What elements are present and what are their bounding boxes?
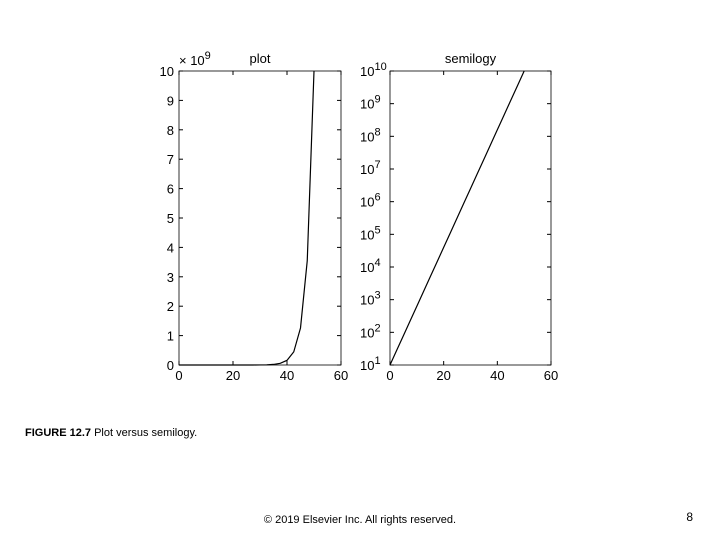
y-tick-exponent: 2: [374, 322, 380, 334]
x-tick-label: 20: [226, 368, 240, 383]
axis-multiplier: × 109: [179, 50, 211, 68]
y-tick-label: 8: [167, 123, 174, 138]
y-tick-label: 5: [167, 211, 174, 226]
y-tick-label: 4: [167, 240, 174, 255]
y-tick-base: 10: [360, 162, 374, 177]
y-tick-label: 107: [360, 159, 381, 177]
y-tick-label: 2: [167, 299, 174, 314]
y-tick-exponent: 5: [374, 224, 380, 236]
y-tick-label: 105: [360, 224, 381, 242]
y-tick-label: 102: [360, 322, 381, 340]
x-tick-label: 40: [490, 368, 504, 383]
chart-title: semilogy: [445, 51, 497, 66]
y-tick-label: 3: [167, 270, 174, 285]
caption: FIGURE 12.7 Plot versus semilogy.: [25, 427, 197, 439]
y-tick-base: 10: [360, 358, 374, 373]
y-tick-label: 7: [167, 152, 174, 167]
data-line: [389, 70, 525, 366]
y-tick-exponent: 10: [374, 61, 386, 73]
y-tick-label: 106: [360, 192, 381, 210]
y-tick-base: 10: [360, 227, 374, 242]
y-tick-label: 9: [167, 93, 174, 108]
y-tick-label: 0: [167, 358, 174, 373]
x-tick-label: 0: [386, 368, 393, 383]
x-tick-label: 0: [175, 368, 182, 383]
page-number: 8: [686, 510, 693, 524]
y-tick-exponent: 6: [374, 192, 380, 204]
x-tick-label: 60: [544, 368, 558, 383]
y-tick-label: 1: [167, 329, 174, 344]
x-tick-label: 60: [334, 368, 348, 383]
axes-box: [178, 70, 342, 366]
caption-label: FIGURE 12.7: [25, 427, 91, 439]
y-tick-exponent: 3: [374, 290, 380, 302]
caption-text: Plot versus semilogy.: [94, 427, 197, 439]
chart-title: plot: [250, 51, 271, 66]
multiplier-exponent: 9: [205, 50, 211, 62]
y-tick-label: 109: [360, 94, 381, 112]
y-tick-exponent: 7: [374, 159, 380, 171]
y-tick-label: 104: [360, 257, 381, 275]
y-tick-exponent: 9: [374, 94, 380, 106]
multiplier-base: × 10: [179, 53, 205, 68]
y-tick-base: 10: [360, 260, 374, 275]
footer: © 2019 Elsevier Inc. All rights reserved…: [264, 514, 456, 526]
y-tick-base: 10: [360, 293, 374, 308]
y-tick-base: 10: [360, 97, 374, 112]
y-tick-exponent: 4: [374, 257, 380, 269]
y-tick-base: 10: [360, 64, 374, 79]
y-tick-label: 10: [160, 64, 174, 79]
y-tick-base: 10: [360, 195, 374, 210]
y-tick-label: 101: [360, 355, 381, 373]
x-tick-label: 20: [436, 368, 450, 383]
y-tick-base: 10: [360, 325, 374, 340]
y-tick-label: 6: [167, 182, 174, 197]
y-tick-label: 103: [360, 290, 381, 308]
y-tick-label: 108: [360, 126, 381, 144]
y-tick-base: 10: [360, 129, 374, 144]
y-tick-label: 1010: [360, 61, 387, 79]
x-tick-label: 40: [280, 368, 294, 383]
y-tick-exponent: 1: [374, 355, 380, 367]
y-tick-exponent: 8: [374, 126, 380, 138]
data-line: [179, 70, 315, 366]
axes-box: [389, 70, 552, 366]
